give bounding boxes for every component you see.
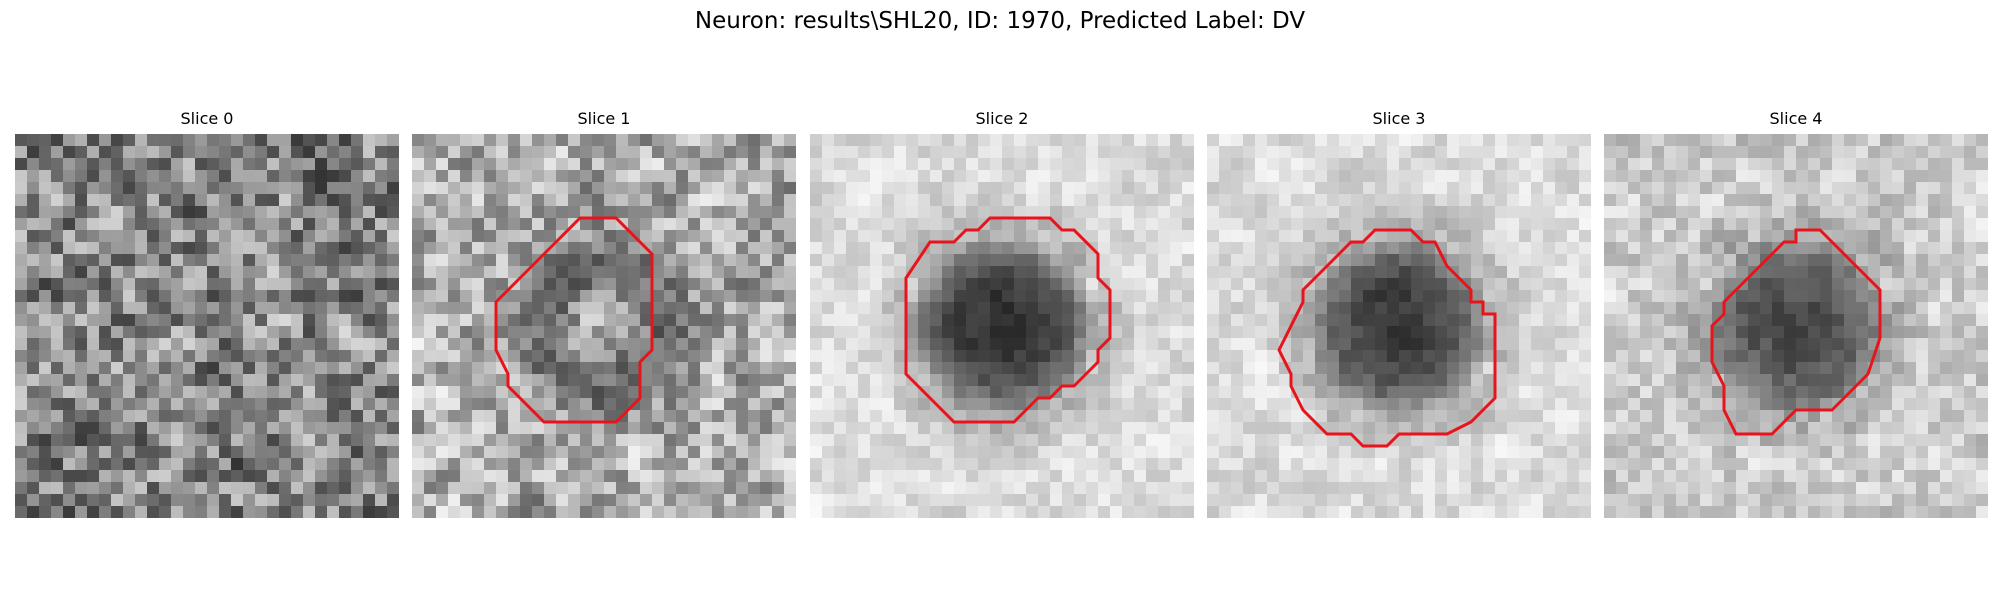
slice-panel-0: Slice 0 xyxy=(15,108,399,518)
slice-pixels xyxy=(810,134,1194,518)
slice-title: Slice 1 xyxy=(577,109,631,128)
slice-pixels xyxy=(15,134,399,518)
slice-title: Slice 0 xyxy=(180,109,234,128)
slice-pixels xyxy=(412,134,796,518)
slice-pixels xyxy=(1604,134,1988,518)
figure-title: Neuron: results\SHL20, ID: 1970, Predict… xyxy=(694,8,1306,34)
roi-contour-line xyxy=(1277,228,1497,448)
roi-contour xyxy=(1277,228,1497,448)
slice-panel-2: Slice 2 xyxy=(810,108,1194,518)
slice-pixels xyxy=(1207,134,1591,518)
roi-contour-line xyxy=(1710,228,1882,436)
slice-image-4 xyxy=(1604,134,1988,518)
slice-panel-1: Slice 1 xyxy=(412,108,796,518)
slice-image-3 xyxy=(1207,134,1591,518)
slice-image-0 xyxy=(15,134,399,518)
roi-contour-line xyxy=(904,216,1112,424)
slice-image-2 xyxy=(810,134,1194,518)
slice-image-1 xyxy=(412,134,796,518)
roi-contour xyxy=(904,216,1112,424)
slice-title: Slice 2 xyxy=(975,109,1029,128)
roi-contour-line xyxy=(494,216,654,424)
slice-title: Slice 4 xyxy=(1769,109,1823,128)
slice-panel-3: Slice 3 xyxy=(1207,108,1591,518)
roi-contour xyxy=(1710,228,1882,436)
slice-panel-4: Slice 4 xyxy=(1604,108,1988,518)
slice-title: Slice 3 xyxy=(1372,109,1426,128)
roi-contour xyxy=(494,216,654,424)
